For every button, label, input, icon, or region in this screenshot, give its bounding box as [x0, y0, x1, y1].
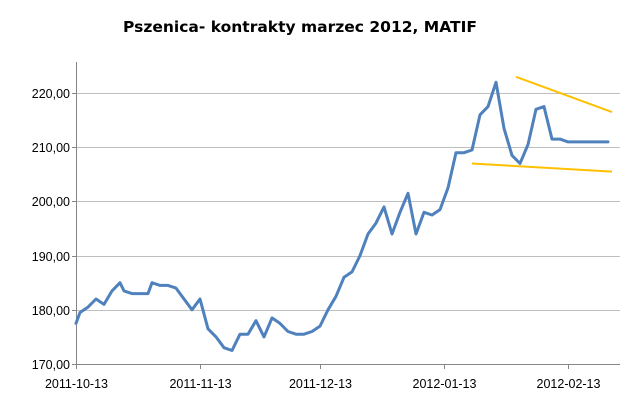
x-tick-label: 2011-12-13: [289, 377, 352, 391]
trendlines: [471, 75, 613, 173]
gridlines: [76, 93, 620, 311]
y-tick-label: 180,00: [32, 304, 70, 318]
x-tick-label: 2012-02-13: [537, 377, 601, 391]
y-tick-label: 200,00: [32, 195, 70, 209]
x-tick-label: 2011-11-13: [169, 377, 231, 391]
x-axis-tick-labels: 2011-10-13 2011-11-13 2011-12-13 2012-01-13…: [45, 377, 601, 391]
y-tick-label: 170,00: [32, 358, 70, 372]
x-tick-label: 2011-10-13: [45, 377, 108, 391]
trendline: [515, 75, 613, 113]
y-axis-tick-labels: 220,00 210,00 200,00 190,00 180,00 170,00: [32, 87, 70, 372]
y-tick-label: 210,00: [32, 141, 70, 155]
chart-title: Pszenica- kontrakty marzec 2012, MATIF: [123, 18, 477, 36]
x-tick-label: 2012-01-13: [413, 377, 477, 391]
axes: [72, 62, 620, 369]
y-tick-label: 190,00: [32, 250, 70, 264]
series-layer: [74, 80, 610, 352]
trendline: [471, 162, 613, 173]
y-tick-label: 220,00: [32, 87, 70, 101]
